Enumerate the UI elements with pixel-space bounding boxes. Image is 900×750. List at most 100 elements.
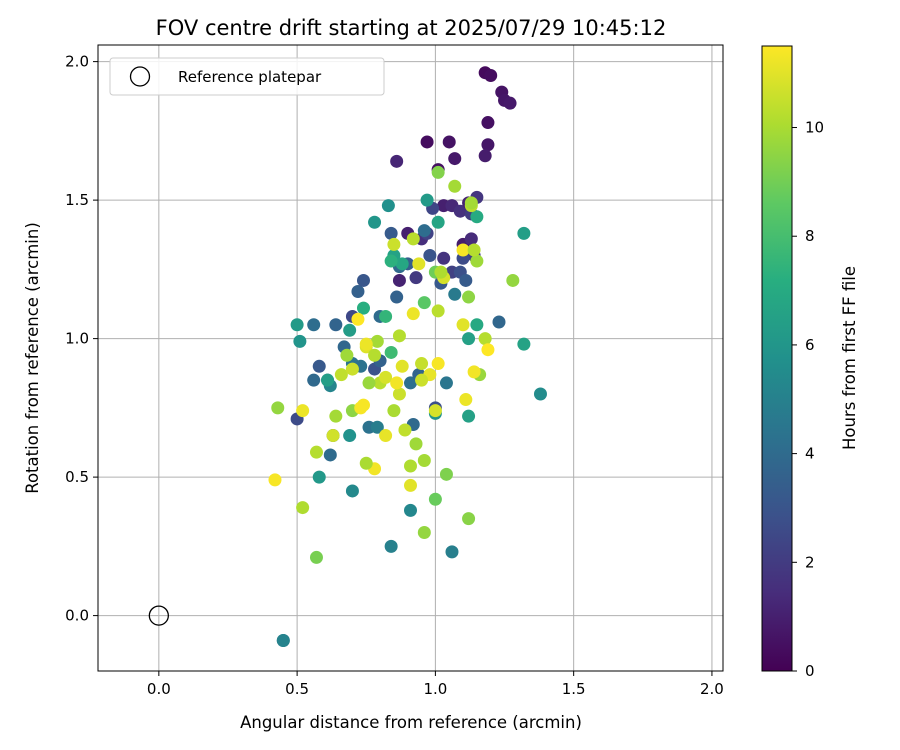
data-point: [406, 307, 420, 321]
data-point: [417, 526, 431, 540]
data-point: [448, 287, 462, 301]
data-point: [417, 453, 431, 467]
data-point: [417, 296, 431, 310]
data-point: [384, 226, 398, 240]
data-point: [356, 301, 370, 315]
colorbar-label: Hours from first FF file: [840, 266, 859, 450]
reference-platepar-marker: [148, 605, 169, 626]
data-point: [492, 315, 506, 329]
data-point: [464, 196, 478, 210]
data-point: [392, 387, 406, 401]
data-point: [368, 348, 382, 362]
data-point: [439, 467, 453, 481]
data-point: [420, 193, 434, 207]
x-tick-label: 1.0: [423, 680, 447, 698]
data-point: [404, 459, 417, 473]
data-point: [384, 345, 398, 359]
data-point: [506, 273, 520, 287]
data-point: [395, 359, 409, 373]
grid-lines: [98, 45, 723, 671]
data-point: [409, 271, 423, 285]
colorbar-ticks: 0 2 4 6 8 10: [792, 119, 824, 680]
y-axis-ticks: 0.0 0.5 1.0 1.5 2.0: [65, 53, 98, 625]
data-point: [321, 373, 335, 387]
data-point: [448, 152, 462, 166]
data-point: [271, 401, 285, 415]
data-point: [323, 448, 337, 462]
data-point: [379, 429, 393, 443]
data-point: [431, 304, 445, 318]
data-point: [384, 539, 398, 553]
data-point: [296, 404, 310, 418]
data-point: [459, 393, 473, 407]
data-point: [387, 237, 401, 251]
data-point: [462, 332, 476, 346]
colorbar: 0 2 4 6 8 10 Hours from first FF file: [761, 45, 859, 680]
data-point: [359, 337, 373, 351]
data-point: [395, 257, 409, 271]
data-point: [439, 376, 453, 390]
data-point: [412, 257, 426, 271]
x-tick-label: 2.0: [700, 680, 724, 698]
data-point: [309, 445, 323, 459]
data-point: [404, 503, 417, 517]
colorbar-tick-label: 4: [805, 445, 815, 463]
data-point: [326, 429, 340, 443]
data-point: [484, 68, 498, 82]
data-point: [470, 210, 484, 224]
y-tick-label: 0.0: [65, 607, 89, 625]
data-point: [470, 254, 484, 268]
data-point: [517, 226, 531, 240]
data-point: [345, 484, 359, 498]
colorbar-tick-label: 6: [805, 336, 815, 354]
data-point: [417, 224, 431, 238]
x-tick-label: 0.5: [285, 680, 309, 698]
data-point: [290, 318, 304, 332]
y-tick-label: 2.0: [65, 53, 89, 71]
data-point: [464, 232, 478, 246]
plot-frame: [97, 44, 724, 672]
data-point: [442, 135, 456, 149]
data-point: [453, 204, 467, 218]
data-point: [481, 138, 495, 152]
data-points: [268, 66, 547, 648]
data-point: [434, 265, 448, 279]
data-point: [329, 318, 343, 332]
data-point: [431, 357, 445, 371]
legend-box: [109, 57, 385, 96]
data-point: [334, 368, 348, 382]
data-point: [309, 550, 323, 564]
colorbar-tick-label: 2: [805, 553, 815, 571]
data-point: [351, 285, 365, 299]
data-point: [423, 249, 437, 263]
data-point: [437, 251, 451, 265]
data-point: [381, 199, 395, 213]
data-point: [533, 387, 547, 401]
colorbar-tick-label: 0: [805, 662, 815, 680]
data-point: [343, 323, 357, 337]
chart-title: FOV centre drift starting at 2025/07/29 …: [156, 16, 667, 40]
data-point: [467, 243, 481, 257]
legend: Reference platepar: [109, 57, 385, 96]
colorbar-tick-label: 10: [805, 119, 824, 137]
data-point: [392, 273, 406, 287]
data-point: [356, 273, 370, 287]
data-point: [368, 215, 382, 229]
data-point: [343, 429, 357, 443]
data-point: [296, 501, 310, 515]
x-tick-label: 1.5: [562, 680, 586, 698]
data-point: [448, 179, 462, 193]
data-point: [406, 232, 420, 246]
data-point: [467, 365, 481, 379]
data-point: [276, 634, 290, 648]
data-point: [354, 401, 368, 415]
data-point: [345, 362, 359, 376]
y-tick-label: 1.5: [65, 191, 89, 209]
data-point: [462, 409, 476, 423]
data-point: [462, 290, 476, 304]
reference-marker-layer: [148, 605, 169, 626]
data-point: [462, 512, 476, 526]
data-point: [390, 154, 404, 168]
data-point: [387, 404, 401, 418]
data-point: [340, 348, 354, 362]
